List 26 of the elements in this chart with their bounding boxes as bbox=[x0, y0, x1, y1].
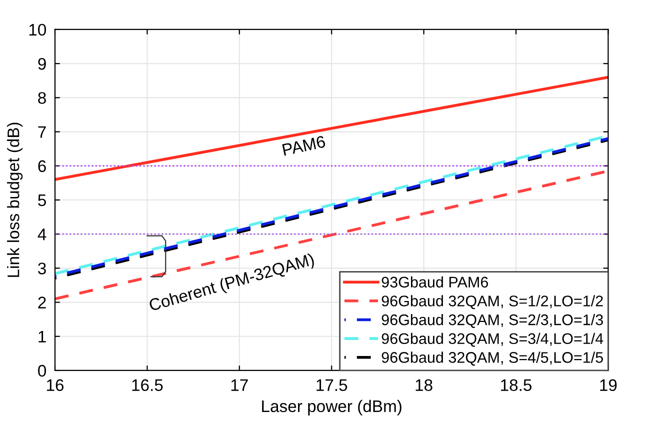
legend-label: 93Gbaud PAM6 bbox=[382, 276, 488, 288]
y-tick-label: 2 bbox=[38, 296, 46, 308]
y-tick-label: 0 bbox=[38, 364, 46, 377]
x-tick-label: 18 bbox=[416, 379, 432, 392]
y-tick-label: 8 bbox=[38, 92, 46, 104]
legend-label: 96Gbaud 32QAM, S=1/2,LO=1/2 bbox=[382, 295, 603, 310]
x-axis-title: Laser power (dBm) bbox=[262, 400, 402, 416]
y-axis-title: Link loss budget (dB) bbox=[7, 122, 23, 277]
x-tick-label: 17.5 bbox=[316, 379, 348, 392]
y-tick-label: 4 bbox=[38, 228, 46, 240]
legend-label: 96Gbaud 32QAM, S=2/3,LO=1/3 bbox=[382, 314, 603, 328]
y-tick-label: 3 bbox=[38, 262, 46, 274]
y-tick-label: 10 bbox=[29, 24, 46, 36]
y-tick-label: 1 bbox=[38, 330, 46, 342]
x-tick-label: 16 bbox=[47, 379, 64, 392]
legend-label: 96Gbaud 32QAM, S=4/5,LO=1/5 bbox=[382, 352, 603, 366]
legend-label: 96Gbaud 32QAM, S=3/4,LO=1/4 bbox=[382, 332, 604, 347]
y-tick-label: 9 bbox=[38, 58, 46, 70]
y-tick-label: 7 bbox=[38, 126, 46, 138]
x-tick-label: 19 bbox=[600, 379, 617, 392]
y-tick-label: 6 bbox=[38, 160, 46, 172]
annotation: PAM6 bbox=[282, 136, 326, 156]
y-tick-label: 5 bbox=[38, 194, 46, 206]
x-tick-label: 16.5 bbox=[132, 379, 163, 392]
x-tick-label: 18.5 bbox=[501, 379, 532, 392]
x-tick-label: 17 bbox=[231, 379, 248, 391]
